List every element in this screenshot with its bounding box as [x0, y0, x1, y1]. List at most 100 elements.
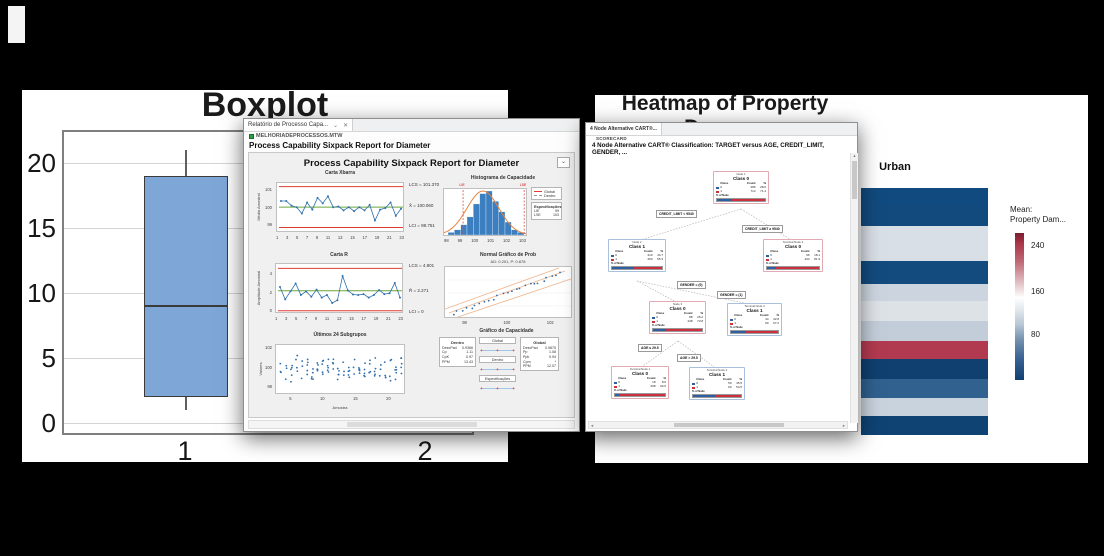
split-label: CREDIT_LIMIT < 9540: [656, 210, 697, 218]
tree-node[interactable]: Node 3 Class 0 Class Count% 0 88 26.2 1 248 73.8%…: [649, 301, 706, 334]
histogram-lie-label: LIE: [459, 183, 465, 187]
cart-tab[interactable]: 4 Node Alternative CART®...: [586, 123, 662, 135]
rchart-yticks: 4 2 0: [259, 271, 272, 313]
tick-label: 5: [295, 235, 299, 240]
scroll-right-icon[interactable]: ►: [842, 422, 846, 428]
global-stats-title: Global: [533, 339, 546, 345]
tick-label: 21: [387, 235, 392, 240]
histogram-title: Histograma de Capacidade: [470, 175, 536, 181]
subgroups-title: Últimos 24 Subgrupos: [313, 332, 367, 338]
heatmap-cell: [861, 284, 988, 301]
tick-label: 101: [487, 238, 495, 243]
tick-label: 17: [361, 316, 367, 321]
tick-label: 98: [267, 384, 272, 389]
dentro-stats-title: Dentro: [451, 339, 464, 345]
tick-label: 1: [275, 316, 278, 321]
tick-label: 99: [267, 222, 272, 227]
scrollbar-thumb[interactable]: [852, 161, 857, 199]
stat-row: PPM 12.07: [523, 364, 556, 369]
tick-label: 19: [374, 235, 380, 240]
tree-node[interactable]: Terminal Node 1 Class 0 Class Count% 0 18 8.0 1…: [611, 366, 669, 399]
dentro-stats-rows: DesvPad 0.9366 Cp 1.11 CpK 0.97 PPM 13.43: [442, 346, 473, 365]
tick-label: 1: [276, 235, 279, 240]
scroll-left-icon[interactable]: ◄: [590, 422, 594, 428]
tick-label: 7: [304, 316, 308, 321]
cart-horizontal-scrollbar[interactable]: ◄ ►: [588, 421, 848, 429]
cart-worksheet-label: SCORECARD: [596, 136, 627, 141]
cart-vertical-scrollbar[interactable]: ▲: [850, 153, 858, 423]
rchart-xticks: 1 3 5 7 9 11 13 15 17 19 21 23: [275, 316, 403, 321]
tick-label: 100: [471, 238, 479, 243]
scroll-up-icon[interactable]: ▲: [852, 153, 857, 158]
y-axis-tick: 5: [41, 343, 56, 373]
split-label: AGE > 29.5: [677, 354, 701, 362]
histogram-xticks: 98 99 100 101 102 103: [443, 238, 527, 243]
cart-window: 4 Node Alternative CART®... SCORECARD 4 …: [585, 122, 858, 432]
scrollbar-thumb[interactable]: [346, 422, 477, 427]
stat-row: Ppk 0.94: [523, 354, 556, 359]
tick-label: 102: [546, 320, 554, 325]
cart-heading: 4 Node Alternative CART® Classification:…: [592, 142, 824, 156]
minitab-tab[interactable]: Relatório de Processo Capa... ⌄ ✕: [244, 119, 354, 131]
capability-intervals: Global + + + Dentro + + + Especificações + + +: [479, 337, 516, 392]
stat-row: LIE 99: [534, 208, 559, 213]
background-window-corner: [8, 6, 25, 43]
heatmap-legend-title: Mean: Property Dam...: [1010, 205, 1066, 225]
tick-label: 3: [284, 316, 288, 321]
global-line-icon: [534, 191, 542, 192]
svg-qq: [444, 266, 572, 318]
interval-line: + + +: [480, 347, 515, 353]
heatmap-cell: [861, 321, 988, 341]
minitab-window: Relatório de Processo Capa... ⌄ ✕ MELHOR…: [243, 118, 580, 432]
xbar-yticks: 101 100 99: [259, 187, 272, 227]
tree-node-root[interactable]: Node 1 Class 0 Class Count% 0 286 28.6 1 714 71.4…: [713, 171, 769, 204]
tick-label: 100: [503, 320, 511, 325]
panel-menu-button[interactable]: ⌄: [557, 157, 570, 168]
y-axis-tick: 0: [41, 408, 56, 438]
global-stats-rows: DesvPad 0.9875 Pp 1.08 Ppk 0.94 Cpm * PPM 12.07: [523, 346, 556, 369]
histogram-legend: Global Dentro Especificações LIE 99 LSE 103: [531, 187, 562, 221]
tick-label: 102: [265, 345, 272, 350]
stat-row: Cp 1.11: [442, 350, 473, 355]
heatmap-cell: [861, 205, 988, 226]
y-axis-tick: 20: [27, 148, 56, 178]
rchart-title: Carta R: [330, 252, 348, 258]
worksheet-row: MELHORIADEPROCESSOS.MTW: [249, 133, 342, 139]
tick-label: 98: [444, 238, 449, 243]
xbar-title: Carta Xbarra: [324, 170, 355, 176]
boxplot-median-line: [144, 305, 228, 307]
legend-box: Global Dentro: [531, 187, 562, 200]
split-label: GENDER = (0): [677, 281, 706, 289]
tree-node[interactable]: Terminal Node 3 Class 1 Class Count% 0 44 32.8…: [727, 303, 782, 336]
split-label: CREDIT_LIMIT ≥ 9540: [742, 225, 783, 233]
tick-label: 17: [362, 235, 368, 240]
tick-label: 20: [386, 396, 391, 401]
report-title: Process Capability Sixpack Report for Di…: [303, 158, 520, 169]
tree-node[interactable]: Terminal Node 4 Class 0 Class Count% 0 96 18.1…: [763, 239, 823, 272]
scrollbar-thumb[interactable]: [674, 423, 784, 427]
heatmap-cell: [861, 341, 988, 359]
dentro-line-icon: [534, 195, 542, 196]
qq-subtitle: AD: 0.201, P: 0.878: [490, 258, 526, 264]
tab-title: 4 Node Alternative CART®...: [590, 126, 657, 132]
tick-label: 102: [503, 238, 511, 243]
tick-label: 13: [337, 235, 343, 240]
rchart-ucl-label: LCS = 4.801: [409, 263, 435, 268]
chevron-down-icon[interactable]: ⌄: [333, 122, 339, 129]
tree-node[interactable]: Terminal Node 2 Class 1 Class Count% 0 50 45.5…: [689, 367, 745, 400]
stat-row: DesvPad 0.9366: [442, 345, 473, 350]
minitab-horizontal-scrollbar[interactable]: [248, 420, 575, 429]
heatmap-cell: [861, 226, 988, 261]
category-label-1: 1: [177, 436, 193, 462]
close-icon[interactable]: ✕: [343, 122, 349, 129]
stat-row: Pp 1.08: [523, 350, 556, 355]
tick-label: 100: [265, 204, 272, 210]
tree-node[interactable]: Node 2 Class 1 Class Count% 0 210 44.7 1 260 55.3…: [608, 239, 666, 272]
tick-label: 13: [336, 316, 342, 321]
svg-hist: [443, 188, 527, 236]
report-heading: Process Capability Sixpack Report for Di…: [249, 141, 431, 150]
minitab-tab-bar: Relatório de Processo Capa... ⌄ ✕: [244, 119, 579, 132]
split-label: AGE ≤ 29.5: [638, 344, 662, 352]
interval-label-especificacoes: Especificações: [479, 375, 516, 382]
